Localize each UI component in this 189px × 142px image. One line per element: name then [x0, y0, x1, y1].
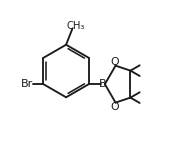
Text: B: B — [99, 79, 107, 89]
Text: Br: Br — [21, 79, 33, 89]
Text: O: O — [111, 102, 119, 112]
Text: CH₃: CH₃ — [67, 21, 85, 31]
Text: O: O — [111, 57, 119, 67]
